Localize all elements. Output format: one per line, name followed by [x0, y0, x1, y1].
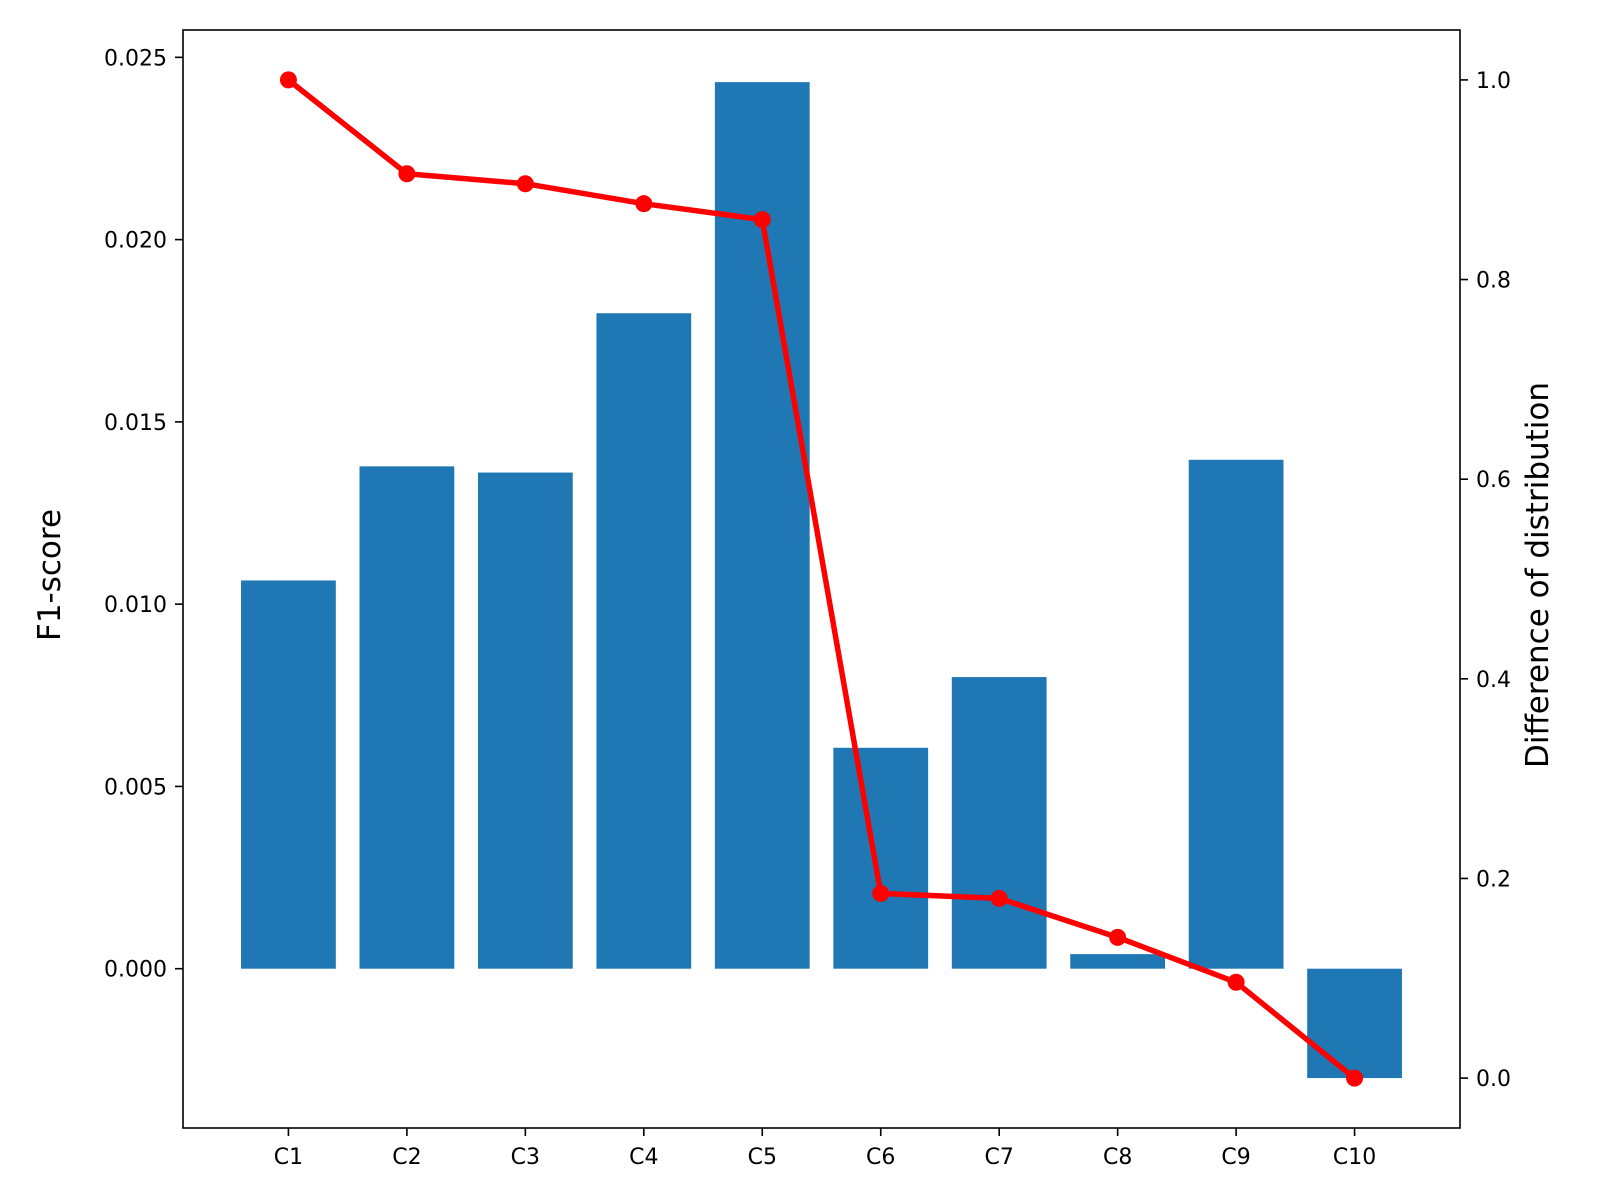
y-tick-label: 0.000 — [104, 958, 167, 983]
labels-layer: F1-score Difference of distribution — [32, 382, 1556, 768]
bar-c1 — [241, 580, 336, 969]
bar-c9 — [1188, 459, 1284, 969]
y2-tick-label: 0.0 — [1476, 1067, 1511, 1092]
line-point-c10 — [1346, 1069, 1364, 1087]
bar-c7 — [951, 677, 1047, 969]
x-tick-label-c1: C1 — [274, 1145, 303, 1170]
line-point-c9 — [1227, 973, 1245, 991]
bar-c8 — [1070, 954, 1166, 969]
bar-c4 — [596, 313, 692, 969]
line-point-c1 — [279, 71, 297, 89]
line-point-c4 — [635, 195, 653, 213]
y-axis-label: F1-score — [32, 509, 68, 641]
x-tick-label-c8: C8 — [1103, 1145, 1132, 1170]
series-line — [285, 77, 1358, 1081]
plot-frame — [182, 29, 1461, 1129]
line-point-c6 — [872, 884, 890, 902]
y2-tick-label: 0.6 — [1476, 468, 1511, 493]
y-tick-label: 0.010 — [104, 593, 167, 618]
y-tick-label: 0.015 — [104, 411, 167, 436]
y2-tick-label: 0.4 — [1476, 668, 1511, 693]
y-tick-label: 0.005 — [104, 775, 167, 800]
x-tick-label-c6: C6 — [866, 1145, 895, 1170]
y-tick-label: 0.025 — [104, 46, 167, 71]
bar-c3 — [477, 472, 573, 969]
x-tick-label-c5: C5 — [748, 1145, 777, 1170]
x-tick-label-c3: C3 — [511, 1145, 540, 1170]
y2-tick-label: 0.8 — [1476, 269, 1511, 294]
bar-c2 — [359, 466, 455, 969]
axes-layer: 0.000 0.005 0.010 0.015 0.020 0.025 0.0 0.2 0.4 0… — [104, 29, 1511, 1170]
bars-layer — [241, 82, 1402, 1079]
y2-tick-label: 1.0 — [1476, 69, 1511, 94]
x-tick-label-c10: C10 — [1333, 1145, 1376, 1170]
x-tick-label-c2: C2 — [392, 1145, 421, 1170]
x-tick-label-c4: C4 — [629, 1145, 658, 1170]
line-layer — [279, 71, 1364, 1087]
bar-c6 — [833, 747, 929, 969]
y2-tick-label: 0.2 — [1476, 867, 1511, 892]
y2-axis-label: Difference of distribution — [1520, 382, 1556, 768]
x-tick-label-c7: C7 — [985, 1145, 1014, 1170]
line-point-c8 — [1109, 928, 1127, 946]
bar-c10 — [1307, 968, 1402, 1079]
y-tick-label: 0.020 — [104, 229, 167, 254]
line-point-c7 — [990, 889, 1008, 907]
x-tick-label-c9: C9 — [1221, 1145, 1250, 1170]
line-point-c5 — [753, 211, 771, 229]
line-point-c2 — [398, 165, 416, 183]
line-point-c3 — [516, 175, 534, 193]
